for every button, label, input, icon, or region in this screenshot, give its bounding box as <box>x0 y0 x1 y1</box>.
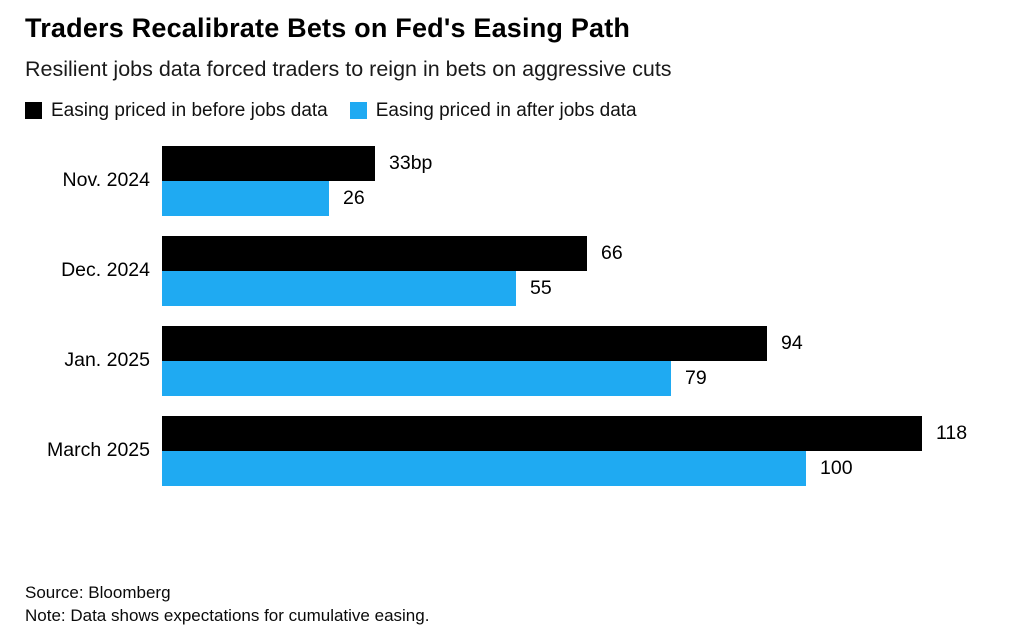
value-label: 33bp <box>389 151 433 174</box>
bar-group: 118 100 <box>162 415 968 486</box>
category-label: Jan. 2025 <box>64 349 150 372</box>
category-label: Nov. 2024 <box>62 169 150 192</box>
note-text: Note: Data shows expectations for cumula… <box>25 605 430 625</box>
bar-line: 66 <box>162 235 623 271</box>
value-label: 94 <box>781 331 803 354</box>
value-label: 100 <box>820 456 853 479</box>
legend-item-before: Easing priced in before jobs data <box>25 100 328 122</box>
bar-after-jobs-data <box>162 450 806 486</box>
chart-footer: Source: Bloomberg Note: Data shows expec… <box>25 582 993 628</box>
chart-subtitle: Resilient jobs data forced traders to re… <box>25 57 672 82</box>
bar-after-jobs-data <box>162 360 671 396</box>
chart-row: March 2025 118 100 <box>25 415 993 486</box>
bar-line: 118 <box>162 415 968 451</box>
value-label: 79 <box>685 366 707 389</box>
legend-label-after: Easing priced in after jobs data <box>375 99 637 121</box>
bar-before-jobs-data <box>162 145 375 181</box>
bar-line: 26 <box>162 180 432 216</box>
bar-line: 100 <box>162 450 967 486</box>
category-label: Dec. 2024 <box>61 259 150 282</box>
legend-label-before: Easing priced in before jobs data <box>51 99 328 121</box>
bar-group: 66 55 <box>162 235 623 306</box>
bar-line: 94 <box>162 325 803 361</box>
bar-before-jobs-data <box>162 325 767 361</box>
bar-group: 94 79 <box>162 325 803 396</box>
bar-after-jobs-data <box>162 270 516 306</box>
bar-before-jobs-data <box>162 235 587 271</box>
legend-swatch-after-icon <box>349 102 367 120</box>
bar-line: 79 <box>162 360 803 396</box>
legend-item-after: Easing priced in after jobs data <box>349 99 637 122</box>
legend-swatch-before-icon <box>25 102 42 120</box>
chart-row: Jan. 2025 94 79 <box>25 325 993 396</box>
bar-before-jobs-data <box>162 415 922 451</box>
value-label: 66 <box>601 241 623 264</box>
legend: Easing priced in before jobs data Easing… <box>25 100 993 122</box>
bar-line: 33bp <box>162 145 433 181</box>
source-text: Source: Bloomberg <box>25 582 171 602</box>
bar-chart: Nov. 2024 33bp 26 Dec. 2024 66 55 Jan. 2025 94 7… <box>25 145 993 486</box>
bar-line: 55 <box>162 270 623 306</box>
bar-after-jobs-data <box>162 180 329 216</box>
value-label: 118 <box>936 421 968 444</box>
chart-title: Traders Recalibrate Bets on Fed's Easing… <box>25 13 631 43</box>
category-label: March 2025 <box>47 439 150 462</box>
value-label: 26 <box>343 186 365 209</box>
value-label: 55 <box>530 276 552 299</box>
chart-row: Nov. 2024 33bp 26 <box>25 145 993 216</box>
bar-group: 33bp 26 <box>162 145 433 216</box>
chart-row: Dec. 2024 66 55 <box>25 235 993 306</box>
